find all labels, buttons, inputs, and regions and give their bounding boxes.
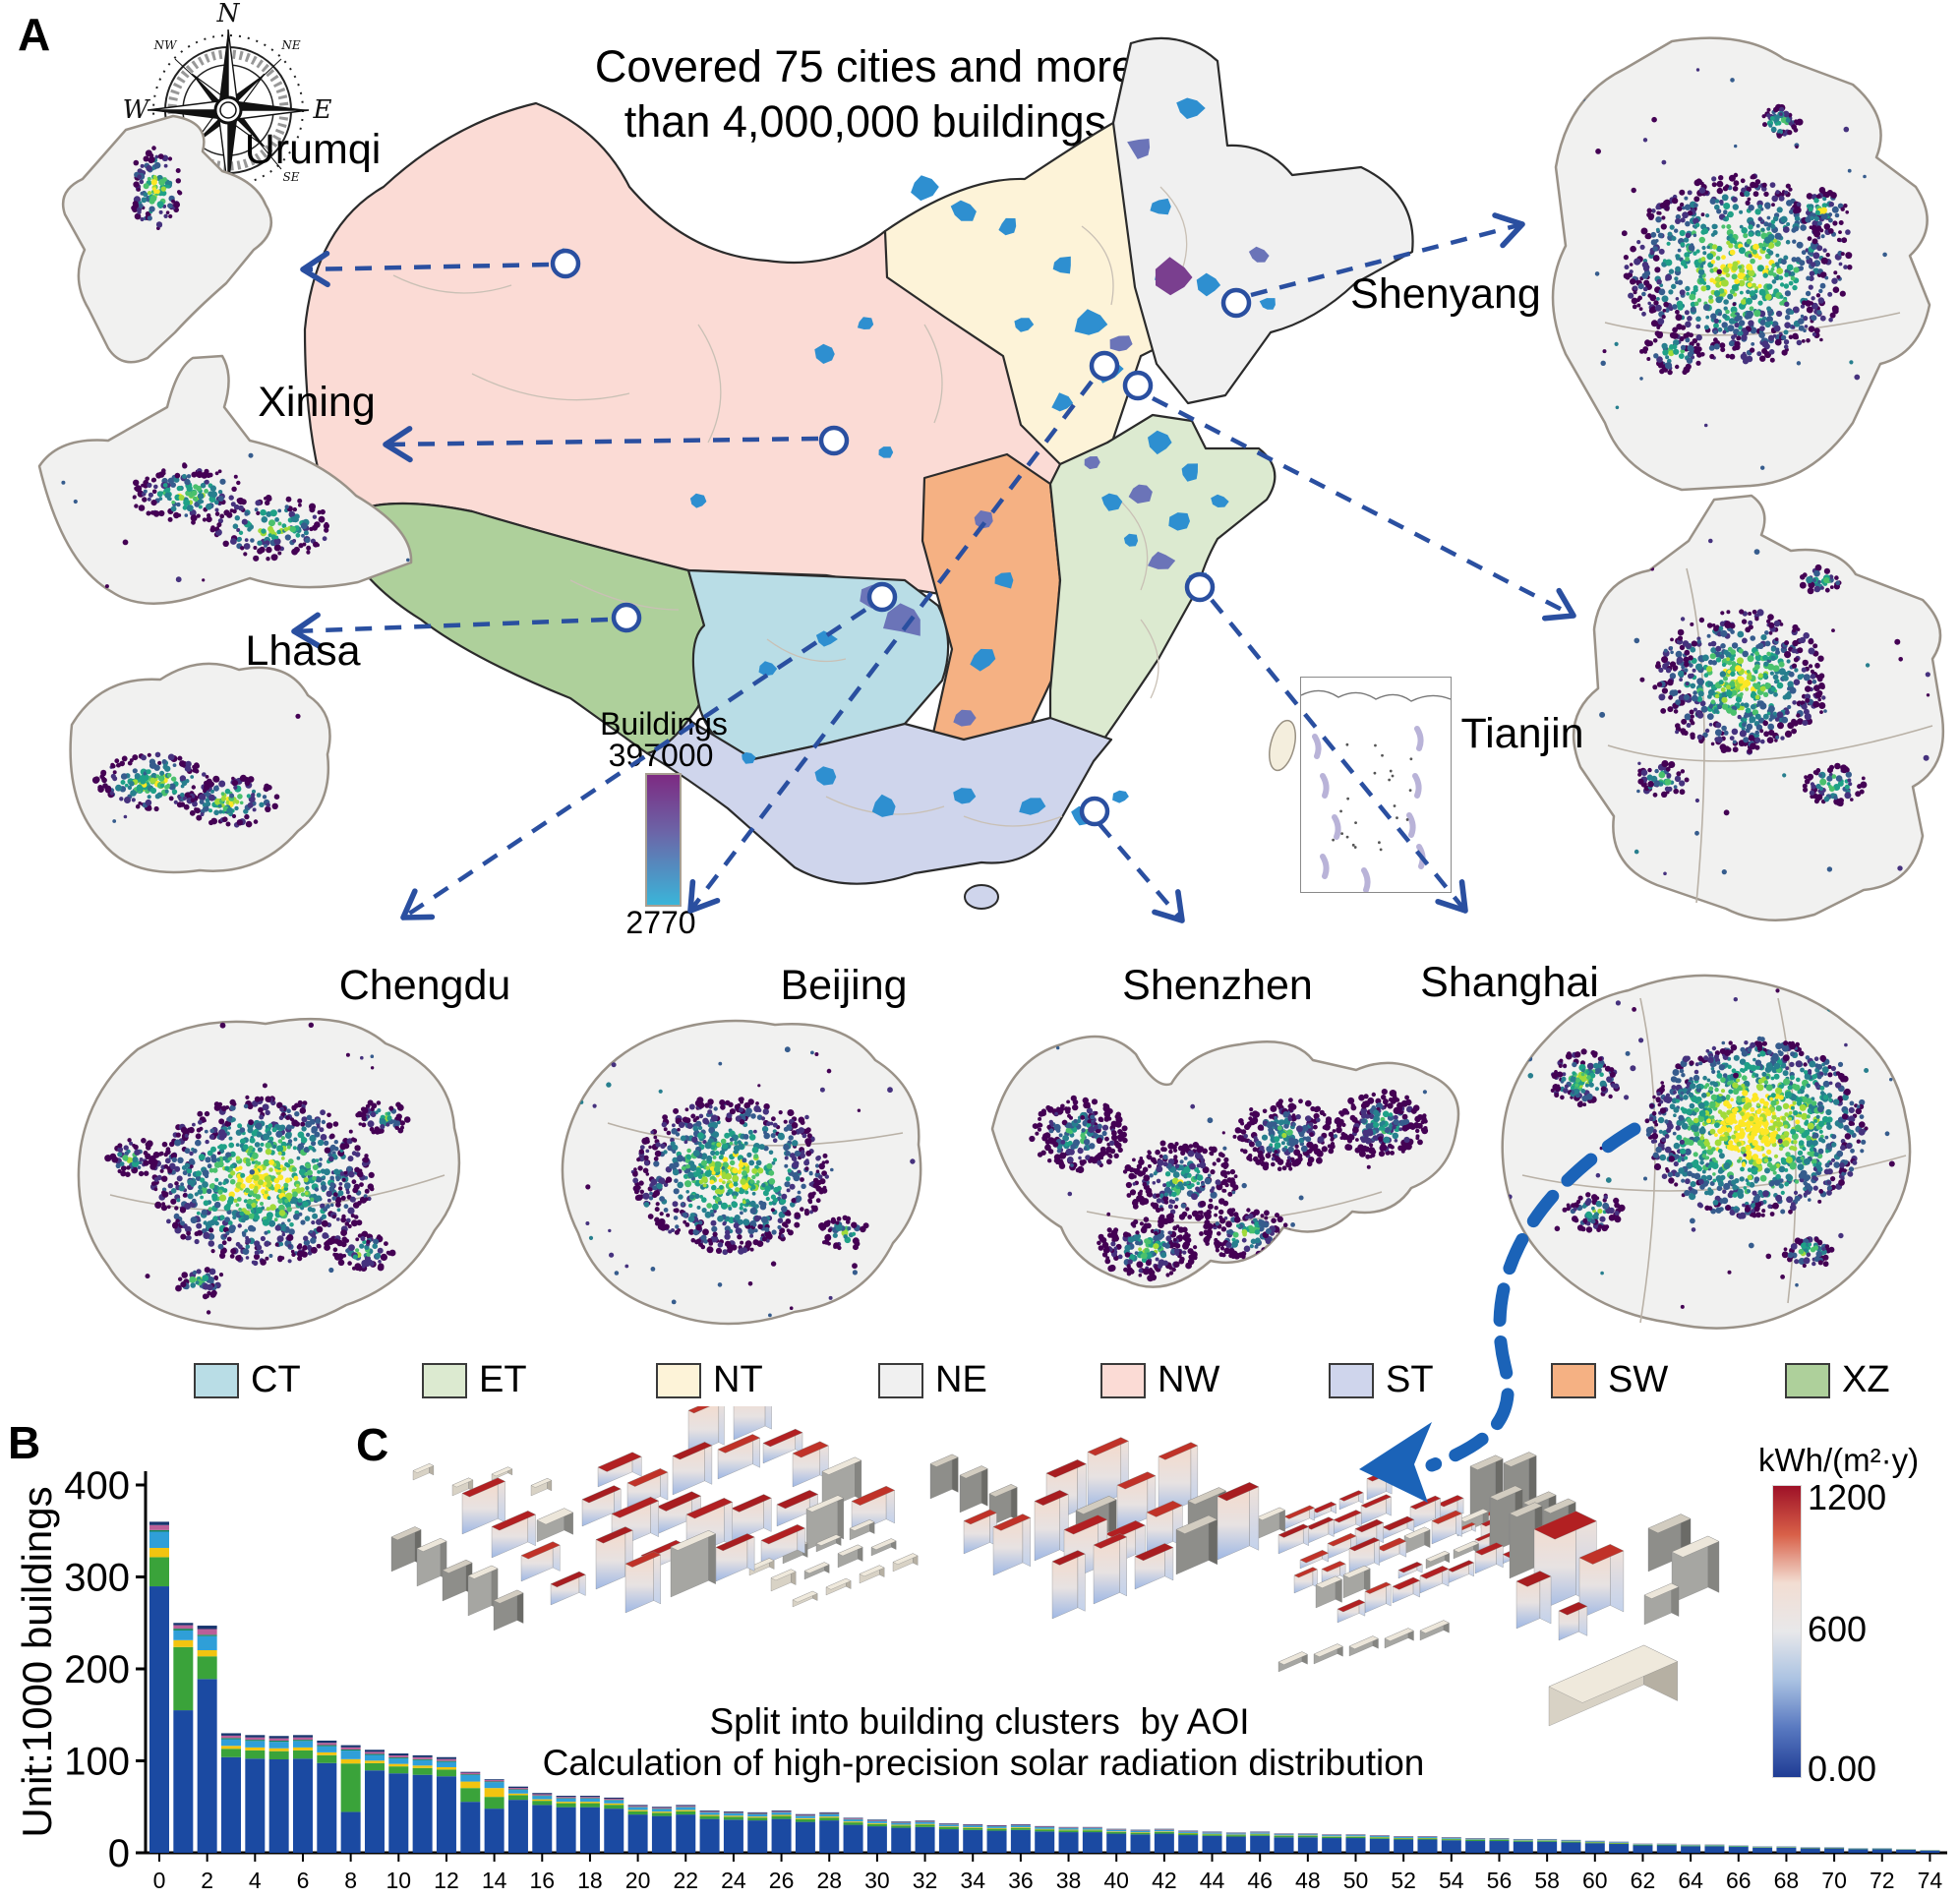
kwh-tick-600: 600: [1808, 1609, 1868, 1649]
kwh-colorbar-gradient: [1772, 1485, 1802, 1778]
panel-c-caption-2: Calculation of high-precision solar radi…: [542, 1743, 1425, 1783]
kwh-colorbar-title: kWh/(m²·y): [1758, 1442, 1920, 1478]
kwh-tick-0: 0.00: [1808, 1749, 1877, 1789]
panel-c-caption-1: Split into building clusters by AOI: [709, 1701, 1250, 1742]
kwh-tick-1200: 1200: [1808, 1477, 1887, 1517]
